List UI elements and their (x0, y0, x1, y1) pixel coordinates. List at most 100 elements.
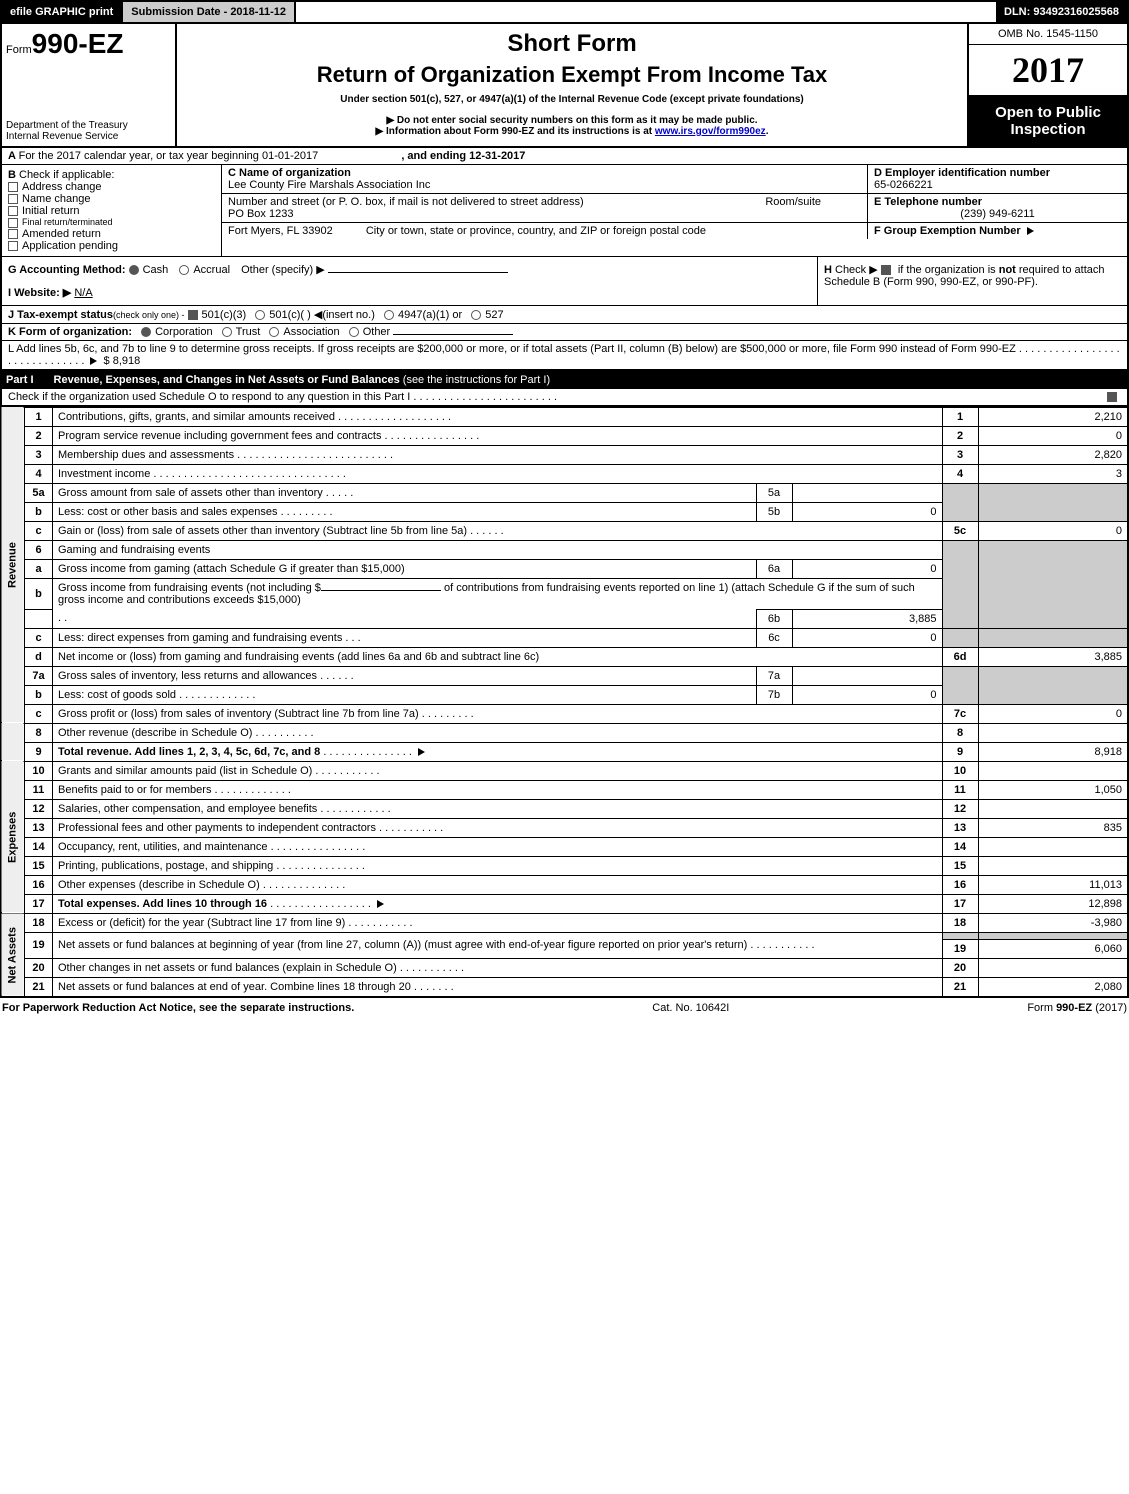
line-19-val: 6,060 (978, 939, 1128, 958)
opt-501c3: 501(c)(3) (202, 309, 247, 321)
submission-date: Submission Date - 2018-11-12 (121, 2, 296, 22)
line-11-desc: Benefits paid to or for members (58, 784, 211, 796)
radio-trust[interactable] (222, 327, 232, 337)
chk-H[interactable] (881, 265, 891, 275)
F-label: F Group Exemption Number (874, 225, 1021, 237)
radio-527[interactable] (471, 310, 481, 320)
page-footer: For Paperwork Reduction Act Notice, see … (0, 998, 1129, 1018)
sub3-suffix: . (766, 126, 769, 137)
chk-amended-return[interactable] (8, 229, 18, 239)
L-value: $ 8,918 (104, 355, 141, 367)
part-I-paren: (see the instructions for Part I) (403, 374, 550, 386)
line-9-val: 8,918 (978, 742, 1128, 761)
department: Department of the Treasury Internal Reve… (6, 120, 171, 142)
line-6c-midval: 0 (792, 628, 942, 647)
return-title: Return of Organization Exempt From Incom… (183, 62, 961, 88)
line-15-desc: Printing, publications, postage, and shi… (58, 860, 273, 872)
line-I: I Website: ▶ N/A (8, 286, 811, 299)
section-H: H Check ▶ if the organization is not req… (817, 257, 1127, 305)
chk-final-return[interactable] (8, 218, 18, 228)
chk-application-pending[interactable] (8, 241, 18, 251)
other-specify-input[interactable] (328, 272, 508, 273)
footer-right-bold: 990-EZ (1056, 1002, 1092, 1014)
street-label: Number and street (or P. O. box, if mail… (228, 196, 584, 208)
line-7a-desc: Gross sales of inventory, less returns a… (58, 670, 317, 682)
line-6-desc: Gaming and fundraising events (53, 540, 943, 559)
opt-trust: Trust (236, 326, 261, 338)
I-label: I Website: ▶ (8, 287, 71, 299)
opt-final-return: Final return/terminated (22, 217, 113, 227)
opt-other-specify: Other (specify) ▶ (241, 264, 325, 276)
side-netassets: Net Assets (1, 913, 25, 997)
line-7a-mid: 7a (756, 666, 792, 685)
irs-link[interactable]: www.irs.gov/form990ez (655, 126, 766, 137)
radio-4947[interactable] (384, 310, 394, 320)
part-I-label: Part I (6, 374, 34, 386)
line-7b-midval: 0 (792, 685, 942, 704)
line-6b-pre: Gross income from fundraising events (no… (58, 582, 321, 594)
form-number: Form990-EZ (6, 28, 171, 60)
section-F: F Group Exemption Number (867, 223, 1127, 239)
line-20-val (978, 958, 1128, 977)
line-21-val: 2,080 (978, 977, 1128, 997)
line-17-desc: Total expenses. Add lines 10 through 16 (58, 898, 267, 910)
line-6a-mid: 6a (756, 559, 792, 578)
chk-name-change[interactable] (8, 194, 18, 204)
line-7a-midval (792, 666, 942, 685)
radio-accrual[interactable] (179, 265, 189, 275)
line-8-desc: Other revenue (describe in Schedule O) (58, 727, 252, 739)
line-6c-desc: Less: direct expenses from gaming and fu… (58, 632, 342, 644)
line-6b-blank[interactable] (321, 590, 441, 591)
line-K: K Form of organization: Corporation Trus… (2, 324, 1127, 341)
sub3-prefix: ▶ Information about Form 990-EZ and its … (376, 126, 655, 137)
footer-right-post: (2017) (1092, 1002, 1127, 1014)
line-14-desc: Occupancy, rent, utilities, and maintena… (58, 841, 268, 853)
other-org-input[interactable] (393, 334, 513, 335)
radio-other[interactable] (349, 327, 359, 337)
line-12-val (978, 799, 1128, 818)
line-6d-desc: Net income or (loss) from gaming and fun… (58, 651, 539, 663)
H-text1: if the organization is (898, 264, 999, 276)
opt-4947: 4947(a)(1) or (398, 309, 462, 321)
tax-year: 2017 (969, 45, 1127, 95)
line-10-desc: Grants and similar amounts paid (list in… (58, 765, 312, 777)
radio-501c[interactable] (255, 310, 265, 320)
opt-association: Association (283, 326, 339, 338)
arrow-icon (1027, 227, 1034, 235)
footer-left: For Paperwork Reduction Act Notice, see … (2, 1002, 354, 1014)
efile-print-button[interactable]: efile GRAPHIC print (2, 2, 121, 22)
line-1-desc: Contributions, gifts, grants, and simila… (58, 411, 335, 423)
org-name: Lee County Fire Marshals Association Inc (228, 179, 861, 191)
radio-corporation[interactable] (141, 327, 151, 337)
subtitle-2: ▶ Do not enter social security numbers o… (183, 115, 961, 126)
C-label: C Name of organization (228, 167, 861, 179)
K-label: K Form of organization: (8, 326, 132, 338)
J-small: (check only one) - (113, 310, 185, 320)
part-I-header: Part I Revenue, Expenses, and Changes in… (0, 371, 1129, 389)
top-bar: efile GRAPHIC print Submission Date - 20… (0, 0, 1129, 24)
chk-initial-return[interactable] (8, 206, 18, 216)
line-A-ending: , and ending 12-31-2017 (401, 150, 525, 162)
subtitle-1: Under section 501(c), 527, or 4947(a)(1)… (183, 94, 961, 105)
insert-no: ◀(insert no.) (314, 309, 375, 321)
radio-cash[interactable] (129, 265, 139, 275)
line-3-val: 2,820 (978, 445, 1128, 464)
opt-501c: 501(c)( ) (269, 309, 311, 321)
footer-center: Cat. No. 10642I (652, 1002, 729, 1014)
chk-501c3[interactable] (188, 310, 198, 320)
radio-association[interactable] (269, 327, 279, 337)
G-label: G Accounting Method: (8, 264, 126, 276)
line-5a-mid: 5a (756, 483, 792, 502)
line-20-desc: Other changes in net assets or fund bala… (58, 962, 397, 974)
chk-address-change[interactable] (8, 182, 18, 192)
line-6b-midval: 3,885 (792, 609, 942, 628)
D-label: D Employer identification number (874, 167, 1121, 179)
arrow-icon (418, 748, 425, 756)
line-17-val: 12,898 (978, 894, 1128, 913)
dept-irs: Internal Revenue Service (6, 131, 171, 142)
opt-amended-return: Amended return (22, 228, 101, 240)
section-E: E Telephone number (239) 949-6211 (867, 194, 1127, 222)
opt-address-change: Address change (22, 181, 102, 193)
chk-schedule-o[interactable] (1107, 392, 1117, 402)
part-I-title: Revenue, Expenses, and Changes in Net As… (54, 374, 400, 386)
